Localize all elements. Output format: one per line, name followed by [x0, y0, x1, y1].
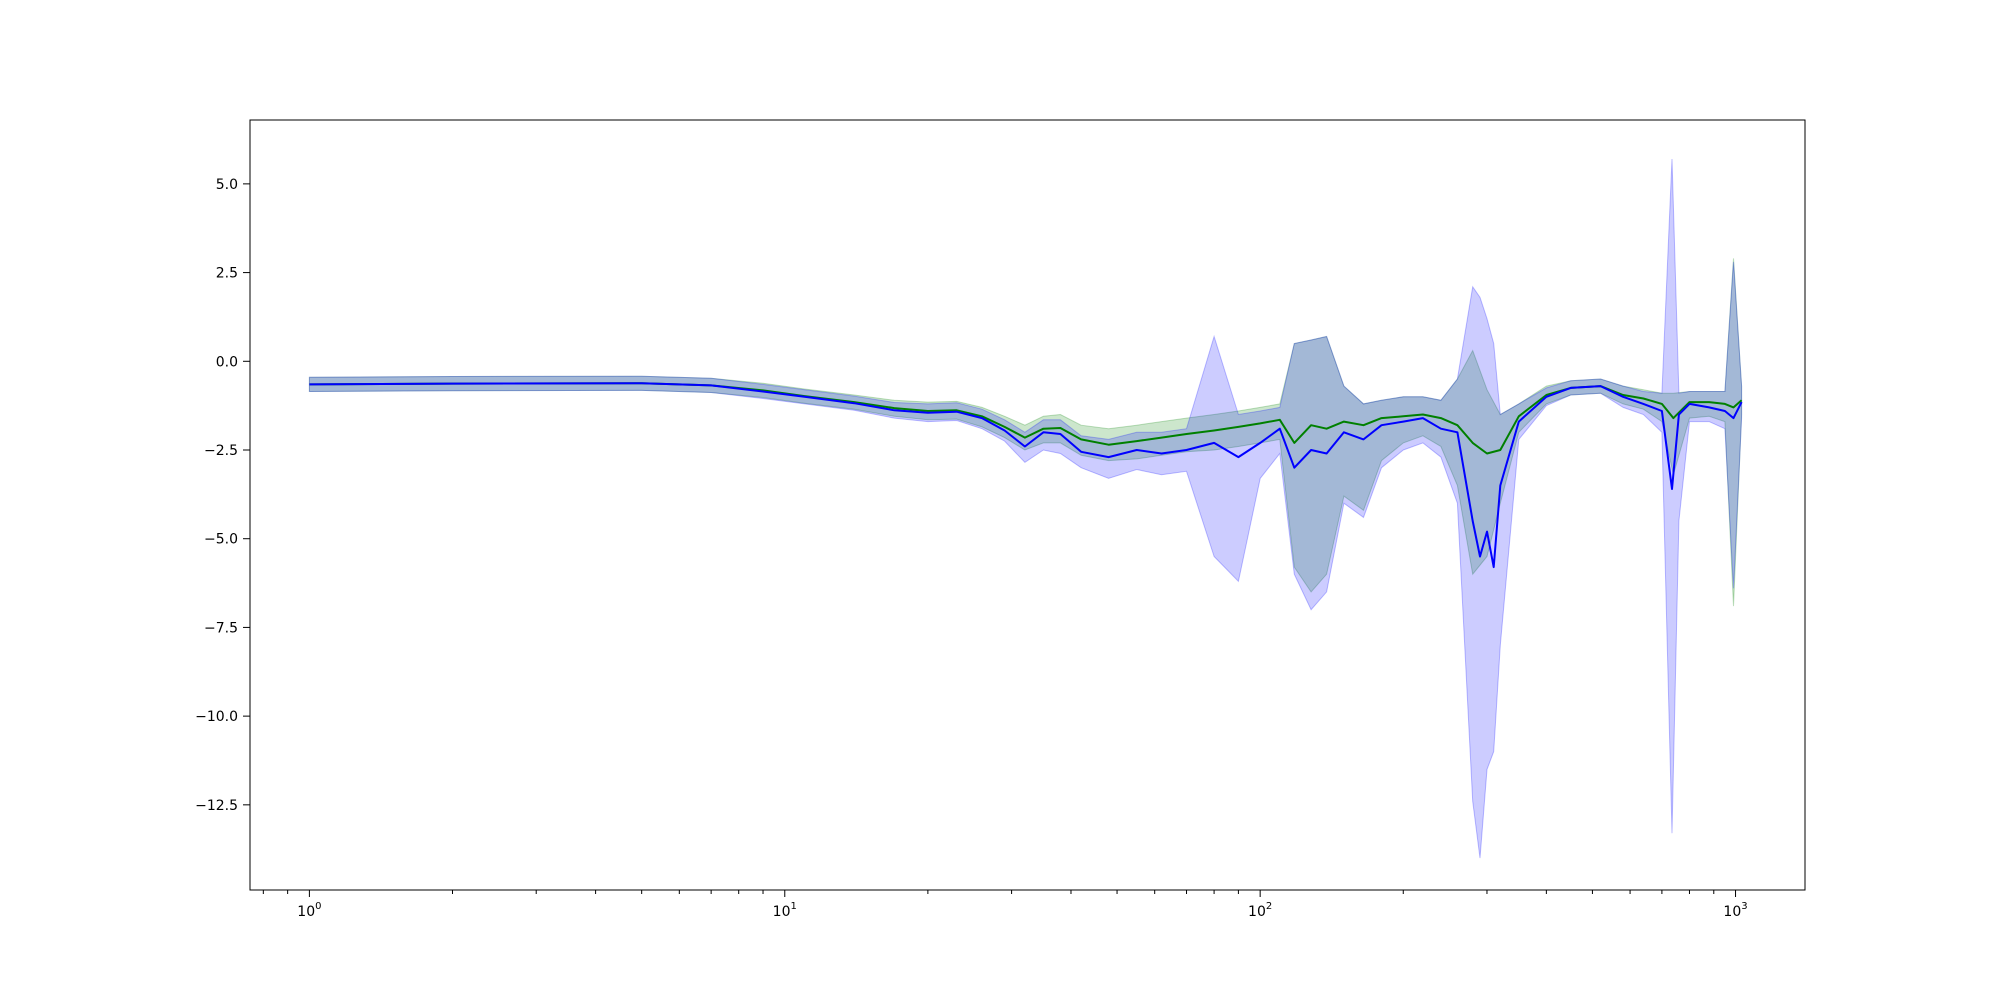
y-tick-label: −12.5	[195, 798, 238, 814]
series-2-band	[308, 158, 1743, 859]
y-tick-label: 2.5	[216, 266, 238, 282]
confidence-bands	[308, 158, 1743, 859]
y-tick-label: 0.0	[216, 354, 238, 370]
series-lines	[309, 382, 1743, 569]
y-tick-label: −10.0	[195, 709, 238, 725]
y-tick-label: −7.5	[204, 620, 238, 636]
series-1-band	[308, 258, 1743, 607]
x-tick-label: 102	[1248, 901, 1272, 920]
y-tick-label: 5.0	[216, 177, 238, 193]
x-tick-label: 101	[773, 901, 797, 920]
y-tick-label: −2.5	[204, 443, 238, 459]
x-tick-label: 103	[1723, 901, 1747, 920]
plot-area-frame	[249, 119, 1806, 891]
series-1-line	[309, 382, 1743, 455]
x-tick-label: 100	[297, 901, 321, 920]
y-axis: 5.0 2.5 0.0 −2.5 −5.0 −7.5 −10.0 −12.5	[195, 177, 250, 814]
series-2-line	[309, 382, 1743, 569]
x-axis: 100 101 102 103	[262, 890, 1748, 920]
y-tick-label: −5.0	[204, 532, 238, 548]
